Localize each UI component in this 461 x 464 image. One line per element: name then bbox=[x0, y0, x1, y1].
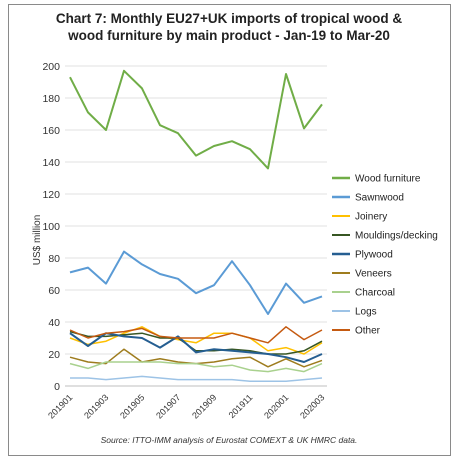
legend-label: Charcoal bbox=[355, 288, 395, 299]
y-tick-label: 160 bbox=[42, 125, 60, 137]
x-tick-label: 202001 bbox=[262, 392, 290, 420]
gridlines bbox=[65, 65, 327, 387]
series-line-charcoal bbox=[69, 361, 323, 373]
series-line-wood-furniture bbox=[69, 69, 323, 170]
y-axis-label: US$ million bbox=[32, 215, 43, 266]
y-axis-ticks: 0 20 40 60 80 100 120 140 160 180 200 bbox=[42, 61, 60, 393]
chart-title-line1: Chart 7: Monthly EU27+UK imports of trop… bbox=[55, 11, 403, 26]
series-line-sawnwood bbox=[69, 250, 323, 315]
legend-label: Veneers bbox=[355, 269, 392, 280]
x-tick-label: 201909 bbox=[190, 392, 218, 420]
legend-label: Logs bbox=[355, 307, 377, 318]
y-tick-label: 140 bbox=[42, 157, 60, 169]
legend-label: Wood furniture bbox=[355, 174, 421, 185]
series-line-logs bbox=[70, 375, 323, 382]
legend: Wood furniture Sawnwood Joinery Mouldings/d… bbox=[332, 174, 438, 337]
legend-label: Other bbox=[355, 326, 381, 337]
y-tick-label: 20 bbox=[48, 349, 60, 361]
series-lines bbox=[69, 69, 323, 382]
y-tick-label: 60 bbox=[48, 285, 60, 297]
x-tick-label: 201903 bbox=[82, 392, 110, 420]
legend-label: Mouldings/decking bbox=[355, 231, 438, 242]
y-tick-label: 120 bbox=[42, 189, 60, 201]
legend-label: Sawnwood bbox=[355, 193, 404, 204]
chart-title-line2: wood furniture by main product - Jan-19 … bbox=[68, 28, 390, 43]
y-tick-label: 40 bbox=[48, 317, 60, 329]
x-tick-label: 202003 bbox=[298, 392, 326, 420]
source-note: Source: ITTO-IMM analysis of Eurostat CO… bbox=[101, 435, 358, 445]
x-axis: 201901 201903 201905 201907 201909 201911 2020… bbox=[46, 385, 327, 421]
x-tick-label: 201905 bbox=[118, 392, 146, 420]
series-line-other bbox=[69, 326, 323, 344]
chart-title: Chart 7: Monthly EU27+UK imports of trop… bbox=[14, 10, 444, 44]
x-tick-label: 201911 bbox=[227, 392, 255, 420]
series-line-joinery bbox=[69, 326, 323, 355]
x-tick-label: 201901 bbox=[46, 392, 74, 420]
legend-label: Plywood bbox=[355, 250, 393, 261]
series-line-plywood bbox=[69, 332, 323, 363]
series-line-mouldings-decking bbox=[69, 330, 323, 355]
y-tick-label: 200 bbox=[42, 61, 60, 73]
legend-label: Joinery bbox=[355, 212, 387, 223]
y-tick-label: 100 bbox=[42, 221, 60, 233]
y-tick-label: 0 bbox=[54, 381, 60, 393]
x-tick-label: 201907 bbox=[154, 392, 182, 420]
y-tick-label: 80 bbox=[48, 253, 60, 265]
y-tick-label: 180 bbox=[42, 93, 60, 105]
chart-frame bbox=[8, 4, 451, 456]
